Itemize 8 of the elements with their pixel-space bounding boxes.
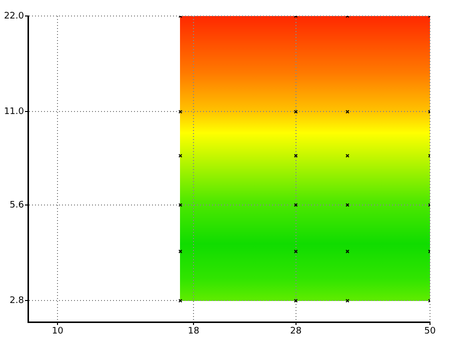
y-tick-label: 11.0 (4, 107, 24, 118)
y-tick-label: 22.0 (4, 11, 24, 22)
y-tick-label: 5.6 (10, 200, 24, 210)
x-tick-label: 10 (52, 326, 64, 337)
x-tick-label: 50 (424, 326, 436, 337)
x-tick-label: 18 (188, 326, 200, 337)
x-tick-label: 28 (290, 326, 302, 337)
y-tick-label: 2.8 (10, 296, 24, 306)
